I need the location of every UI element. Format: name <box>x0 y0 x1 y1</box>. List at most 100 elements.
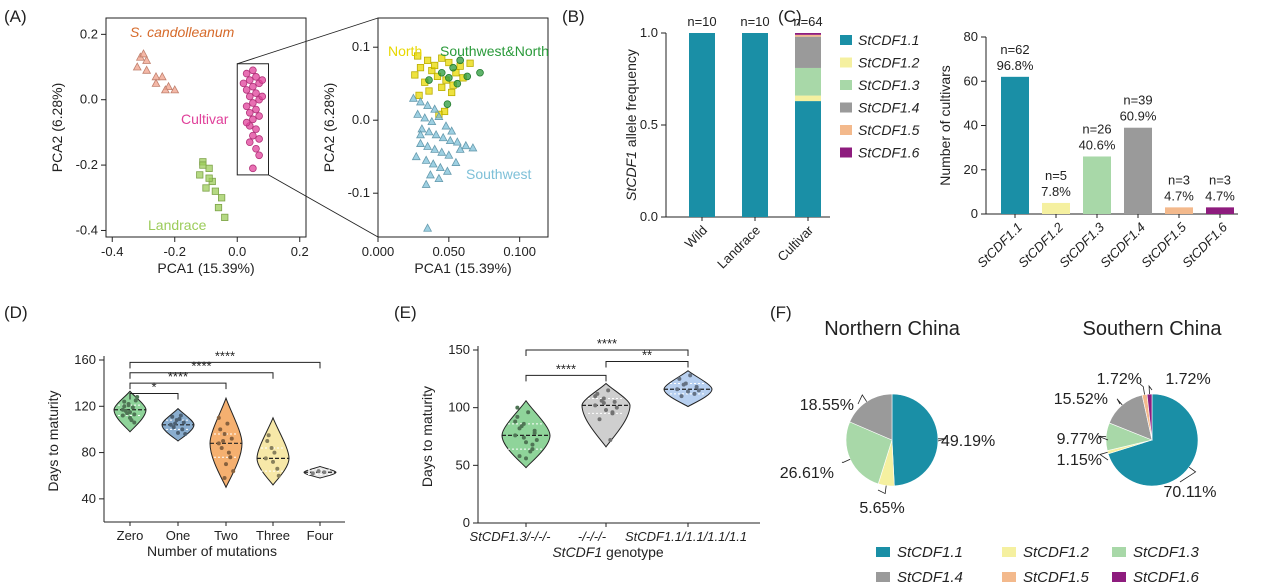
cultivar-point <box>255 151 263 160</box>
cultivar-point <box>249 115 257 124</box>
landrace-point <box>205 164 213 172</box>
data-point <box>275 466 280 471</box>
data-point <box>521 435 526 440</box>
significance-bracket <box>129 361 321 369</box>
panel-label: (F) <box>770 303 792 322</box>
southwest-point <box>431 129 441 139</box>
southwest-point <box>441 121 451 130</box>
pie-slice-label: 26.61% <box>780 465 834 482</box>
panel-f-legend: StCDF1.1 StCDF1.2 StCDF1.3 StCDF1.4 StCDF1.5… <box>876 544 1200 586</box>
wild-point <box>170 85 180 94</box>
x-tick-label: 0.000 <box>362 244 395 259</box>
swnorth-point <box>443 100 452 108</box>
legend-label: StCDF1.1 <box>858 32 919 48</box>
panel-a-pca-overview: -0.4 -0.2 0.0 0.2 -0.4 -0.2 0.0 0.2 PCA1 (15.39%… <box>49 17 379 276</box>
x-tick-label: One <box>166 528 191 543</box>
data-point <box>322 470 327 475</box>
pie-slice-label: 15.52% <box>1054 391 1108 408</box>
label-southwest-north: Southwest&North <box>440 43 549 59</box>
data-point <box>534 437 539 442</box>
y-tick-label: 20 <box>964 162 978 177</box>
swnorth-point <box>456 56 464 65</box>
data-point <box>126 403 131 408</box>
y-tick-label: 40 <box>82 491 96 506</box>
y-tick-label: 120 <box>74 398 96 413</box>
data-point <box>168 422 173 427</box>
data-point <box>183 432 188 437</box>
data-point <box>272 450 277 455</box>
southwest-point <box>438 132 448 142</box>
north-point <box>466 59 474 67</box>
data-point <box>173 421 178 426</box>
significance-label: **** <box>168 369 188 384</box>
panel-labels: (A) (B) (C) (D) (E) (F) <box>4 7 802 322</box>
north-point <box>445 58 453 67</box>
bar-cdf11 <box>1001 76 1029 214</box>
southwest-point <box>437 147 447 156</box>
bar-percent-label: 60.9% <box>1120 109 1157 124</box>
cultivar-point <box>245 138 254 147</box>
data-point <box>597 417 602 422</box>
legend-swatch-cdf13 <box>1112 547 1126 557</box>
southwest-point <box>430 144 440 153</box>
plot-frame <box>105 17 307 238</box>
panel-label: (C) <box>778 7 802 26</box>
panel-f-northern-pie: Northern China 49.19% 5.65% 26.61% 18.55% <box>780 318 996 517</box>
legend-label: StCDF1.6 <box>858 145 920 161</box>
swnorth-point <box>425 76 433 84</box>
cultivar-point <box>245 108 254 117</box>
cultivar-point <box>249 131 257 140</box>
data-point <box>133 398 138 403</box>
data-point <box>528 449 533 454</box>
north-point <box>448 88 456 97</box>
cultivar-point <box>245 76 254 84</box>
southwest-point <box>445 135 455 145</box>
data-point <box>677 376 682 381</box>
legend-label: StCDF1.2 <box>1023 544 1090 561</box>
bar-count-label: n=10 <box>740 14 769 29</box>
pie-slice-label: 1.72% <box>1097 371 1142 388</box>
y-tick-label: 40 <box>964 118 978 133</box>
bar-count-label: n=5 <box>1045 168 1067 183</box>
landrace-point <box>221 213 229 221</box>
cultivar-point <box>242 118 251 127</box>
pie-leader-line <box>1179 466 1197 483</box>
landrace-point <box>205 174 213 182</box>
x-axis-label: StCDF1 genotype <box>552 544 664 560</box>
bar-count-label: n=39 <box>1123 93 1152 108</box>
swnorth-point <box>476 68 484 77</box>
bar-percent-label: 4.7% <box>1205 188 1235 203</box>
label-north: North <box>388 43 422 59</box>
y-tick-label: 0 <box>971 206 978 221</box>
landrace-point <box>218 194 226 202</box>
cultivar-point <box>258 76 267 84</box>
panel-label: (E) <box>394 303 417 322</box>
x-axis-label-rest: genotype <box>602 544 664 560</box>
wild-point <box>157 71 167 81</box>
southwest-point <box>434 111 444 120</box>
y-tick-label: 0.5 <box>640 117 658 132</box>
legend-swatch-cdf12 <box>840 57 852 68</box>
data-point <box>614 405 619 410</box>
significance-bracket <box>129 372 274 379</box>
bar-segment-cdf11 <box>742 33 768 217</box>
x-tick-label: -/-/-/- <box>578 529 607 544</box>
landrace-point <box>202 184 210 192</box>
cultivar-point <box>249 164 257 173</box>
legend-label: StCDF1.5 <box>1023 569 1090 586</box>
data-point <box>604 407 608 412</box>
southwest-point <box>451 157 461 166</box>
data-point <box>515 414 520 419</box>
data-point <box>692 391 697 396</box>
north-point <box>415 91 423 99</box>
y-axis-label: Days to maturity <box>419 386 435 487</box>
cultivar-point <box>242 102 251 111</box>
data-point <box>530 442 535 447</box>
legend-swatch-cdf15 <box>1002 572 1016 582</box>
data-point <box>225 421 230 426</box>
significance-label: **** <box>556 361 576 376</box>
southwest-point <box>444 150 454 159</box>
legend-label: StCDF1.3 <box>858 77 920 93</box>
y-tick-label: 0.2 <box>80 26 98 41</box>
